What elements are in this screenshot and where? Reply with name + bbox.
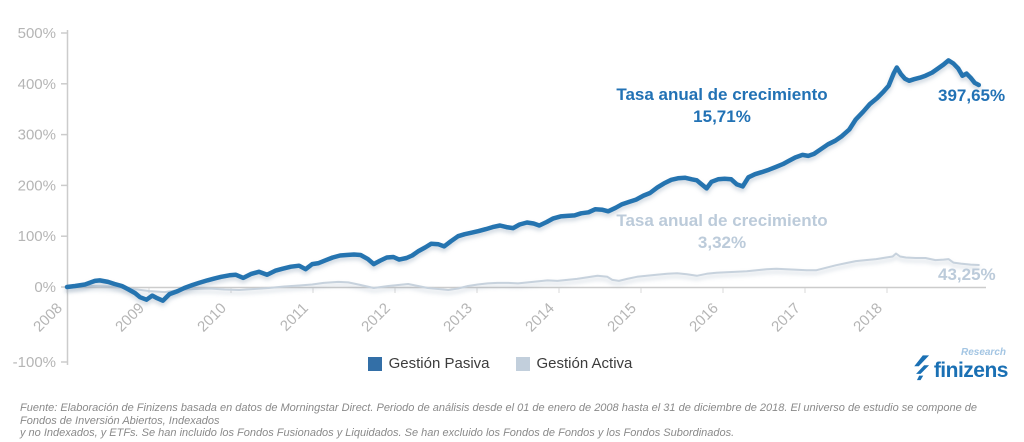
- svg-text:2016: 2016: [686, 300, 722, 336]
- source-note-line1: Fuente: Elaboración de Finizens basada e…: [20, 402, 978, 427]
- svg-text:2012: 2012: [358, 300, 394, 336]
- annotation-activa: Tasa anual de crecimiento 3,32%: [592, 210, 852, 254]
- legend-swatch-pasiva: [367, 356, 382, 371]
- series-line-pasiva: [64, 58, 982, 303]
- logo-brand-text: finizens: [933, 358, 1009, 382]
- svg-text:2018: 2018: [850, 300, 886, 336]
- svg-text:2017: 2017: [768, 300, 804, 336]
- annotation-activa-rate: 3,32%: [697, 233, 747, 252]
- svg-text:2008: 2008: [30, 300, 66, 336]
- end-value-activa: 43,25%: [938, 265, 996, 284]
- end-value-pasiva: 397,65%: [938, 86, 1006, 105]
- annotation-pasiva: Tasa anual de crecimiento 15,71%: [592, 84, 852, 128]
- svg-text:0%: 0%: [34, 279, 56, 296]
- legend-item-pasiva: Gestión Pasiva: [367, 355, 490, 372]
- svg-text:200%: 200%: [18, 177, 56, 194]
- annotation-activa-text: Tasa anual de crecimiento: [616, 211, 828, 230]
- logo-research-label: Research: [960, 347, 1006, 358]
- svg-text:2013: 2013: [440, 300, 476, 336]
- finizens-logo: Research finizens: [898, 347, 1009, 386]
- finizens-bolt-icon: [912, 355, 930, 386]
- svg-text:100%: 100%: [18, 228, 56, 245]
- legend-label-activa: Gestión Activa: [536, 355, 633, 372]
- svg-text:2010: 2010: [194, 300, 230, 336]
- series-line-activa: [66, 252, 980, 294]
- svg-text:400%: 400%: [18, 76, 56, 93]
- svg-text:2014: 2014: [522, 300, 558, 336]
- svg-text:300%: 300%: [18, 127, 56, 144]
- svg-text:-100%: -100%: [13, 354, 56, 371]
- svg-text:500%: 500%: [18, 25, 56, 42]
- svg-text:2009: 2009: [112, 300, 148, 336]
- legend-label-pasiva: Gestión Pasiva: [388, 355, 490, 372]
- legend-swatch-activa: [515, 356, 530, 371]
- svg-text:2011: 2011: [277, 300, 312, 335]
- annotation-pasiva-rate: 15,71%: [693, 107, 751, 126]
- legend: Gestión Pasiva Gestión Activa: [0, 355, 1000, 372]
- source-note: Fuente: Elaboración de Finizens basada e…: [20, 402, 1010, 440]
- source-note-line2: y no Indexados, y ETFs. Se han incluido …: [20, 427, 735, 439]
- svg-text:2015: 2015: [604, 300, 640, 336]
- annotation-pasiva-text: Tasa anual de crecimiento: [616, 85, 828, 104]
- legend-item-activa: Gestión Activa: [515, 355, 633, 372]
